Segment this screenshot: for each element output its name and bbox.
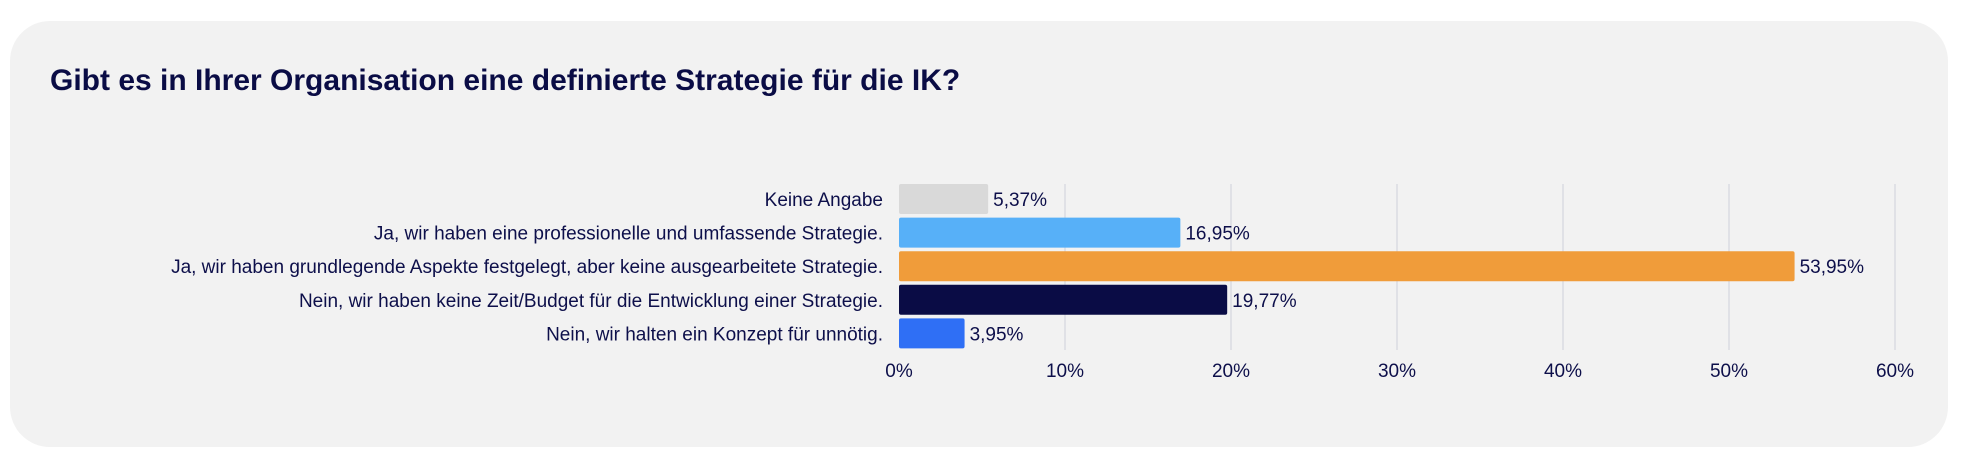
bar [899,318,965,349]
x-tick-label: 10% [1046,361,1084,382]
category-label: Nein, wir halten ein Konzept für unnötig… [546,324,883,345]
data-label: 16,95% [1185,224,1250,245]
bar [899,184,989,214]
x-tick-label: 30% [1378,361,1416,382]
data-label: 3,95% [970,324,1024,345]
data-label: 5,37% [993,190,1047,211]
category-label: Ja, wir haben grundlegende Aspekte festg… [171,257,883,278]
x-tick-label: 20% [1212,361,1250,382]
x-tick-label: 60% [1876,361,1914,382]
category-label: Keine Angabe [765,190,883,211]
x-tick-label: 40% [1544,361,1582,382]
x-tick-label: 50% [1710,361,1748,382]
bar [899,217,1181,248]
data-label: 53,95% [1800,257,1865,278]
category-label: Nein, wir haben keine Zeit/Budget für di… [299,291,883,312]
data-label: 19,77% [1232,291,1297,312]
bar [899,284,1228,315]
chart-title: Gibt es in Ihrer Organisation eine defin… [50,64,961,97]
x-tick-label: 0% [885,361,913,382]
bar [899,251,1795,282]
category-label: Ja, wir haben eine professionelle und um… [374,224,883,245]
